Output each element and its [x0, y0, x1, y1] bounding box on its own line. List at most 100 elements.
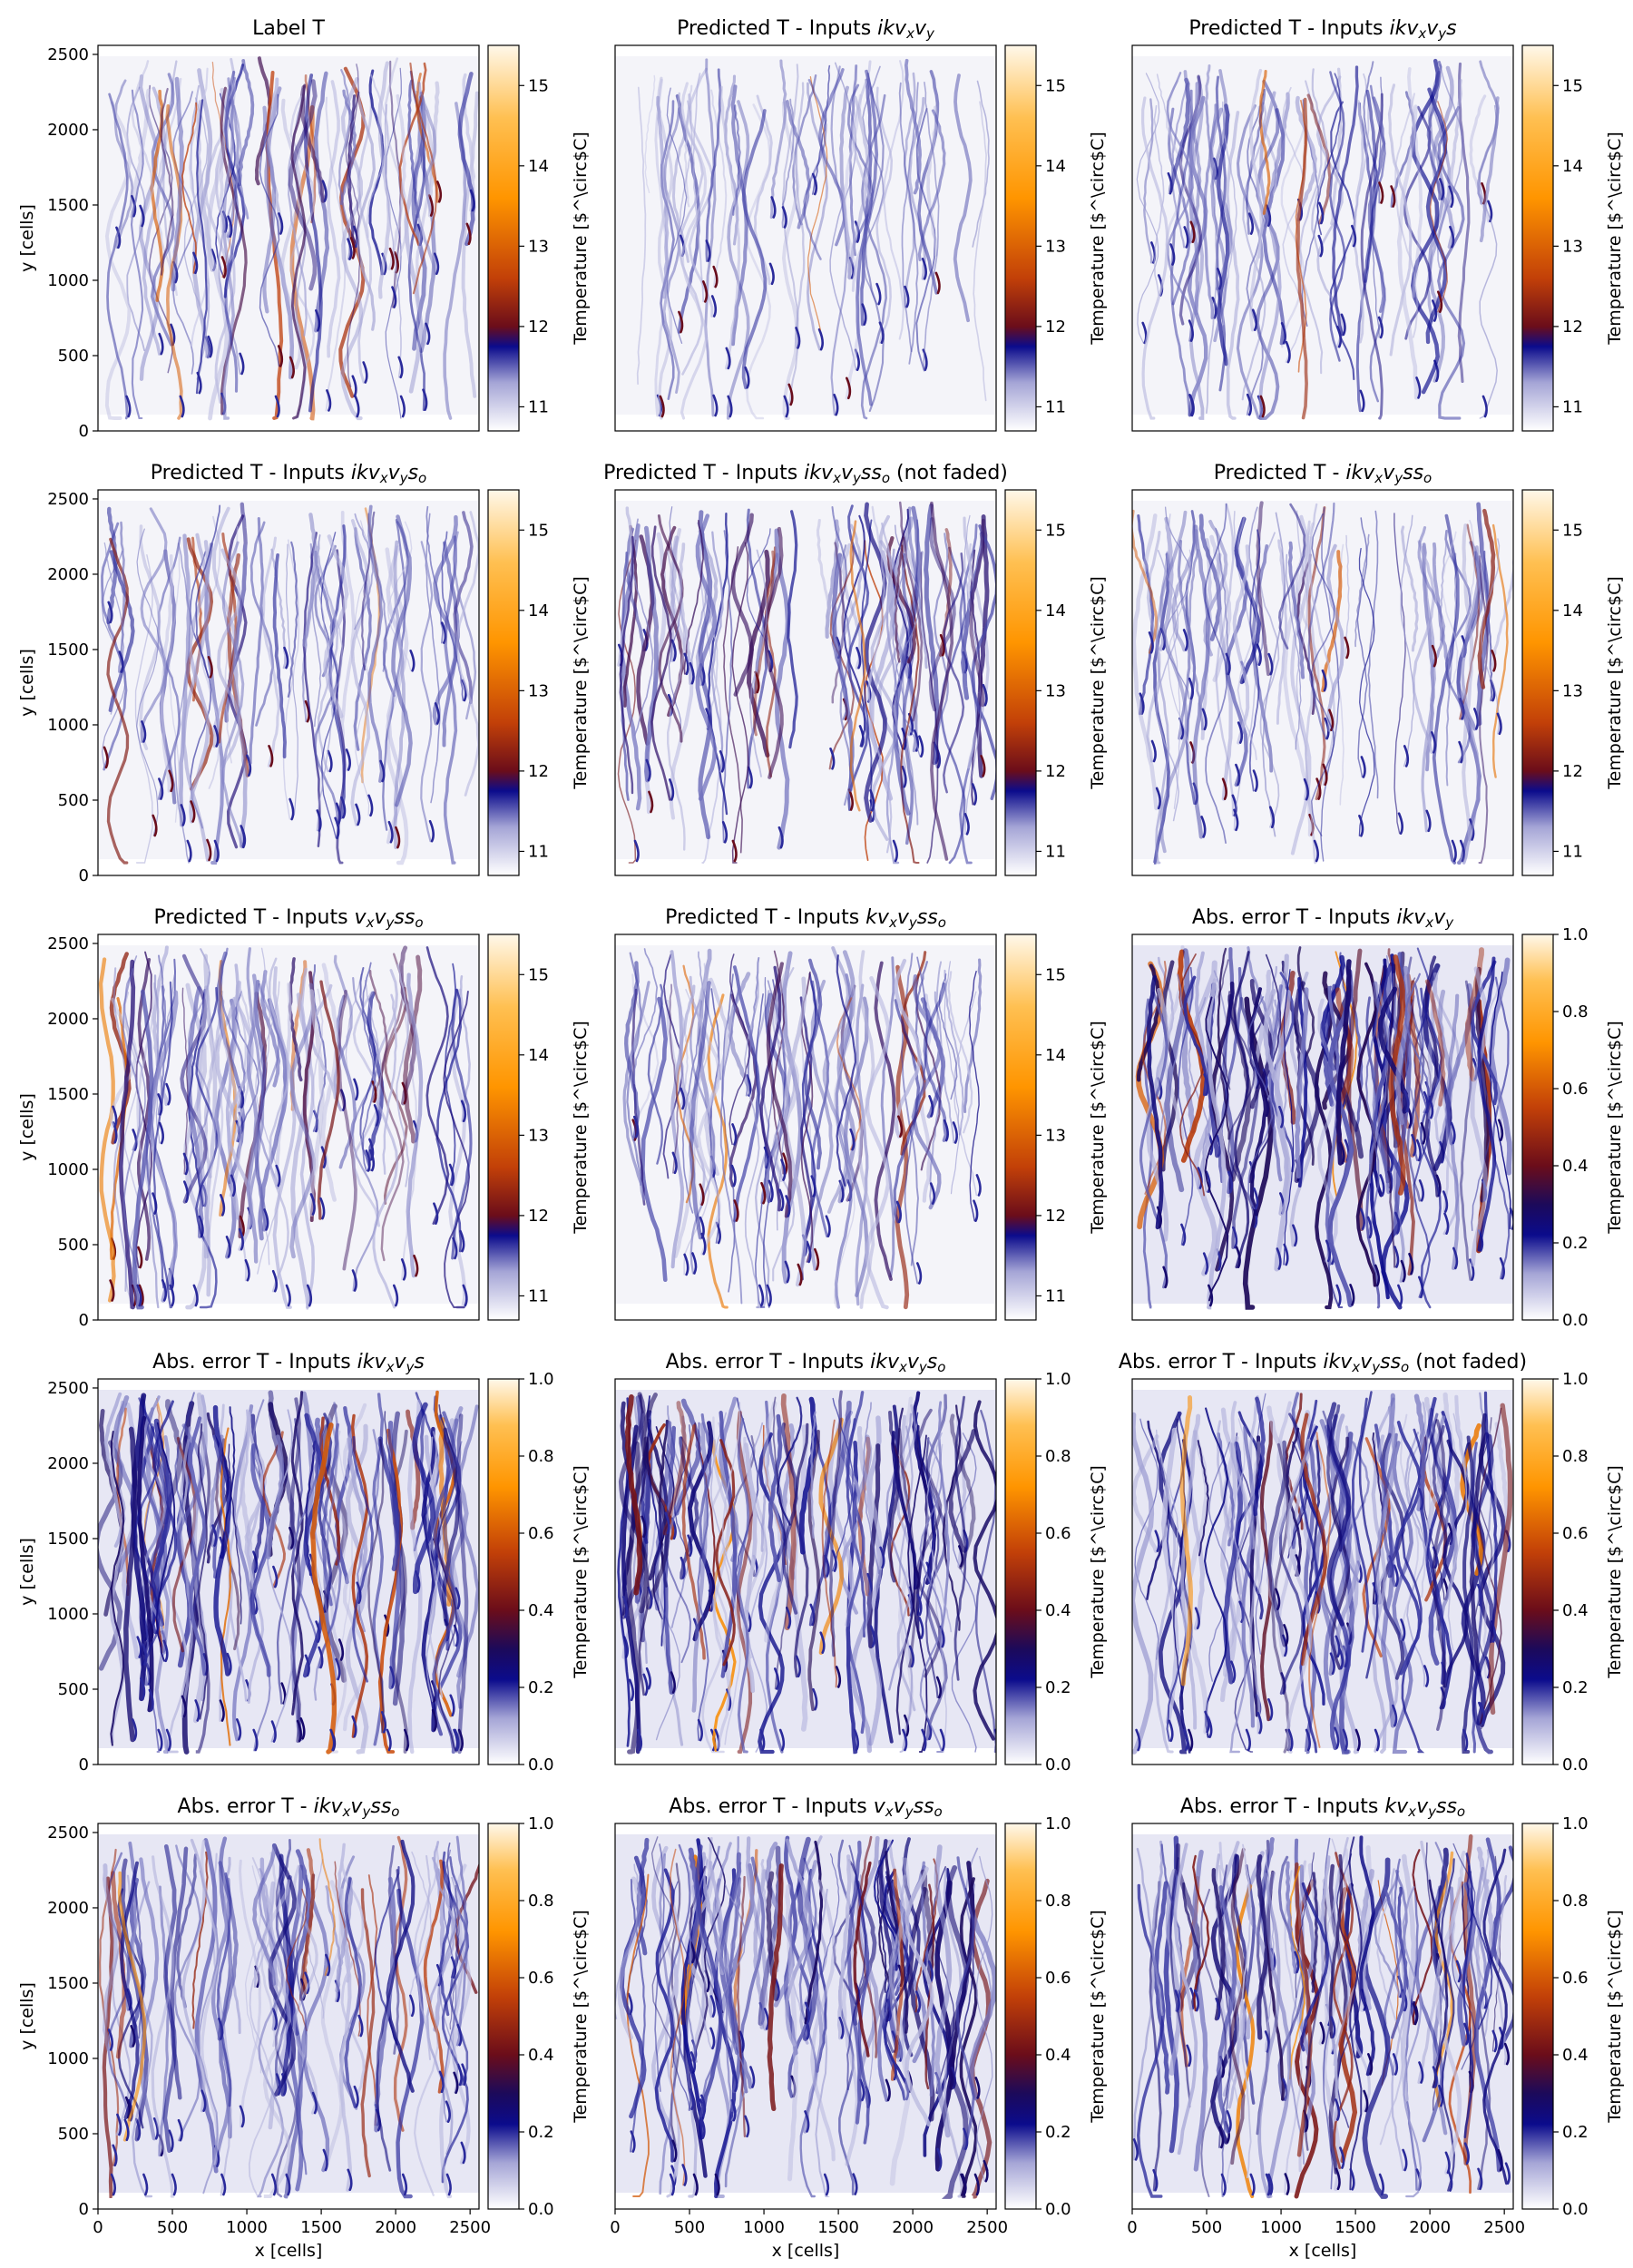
panel-15: Abs. error T - Inputs kvxvysso 0 500 1000 15… — [1127, 1795, 1625, 2261]
x-tick-label: 500 — [1191, 2218, 1222, 2237]
y-tick-label: 1000 — [47, 1605, 89, 1624]
y-tick-label: 2500 — [47, 45, 89, 64]
colorbar-tick-label: 0.2 — [1562, 2123, 1589, 2142]
plot-frame — [614, 1823, 997, 2210]
y-tick-label: 2000 — [47, 1454, 89, 1473]
colorbar-tick-label: 0.8 — [1562, 1892, 1589, 1911]
colorbar-tick-label: 12 — [1045, 762, 1066, 781]
colorbar-label: Temperature [$^\circ$C] — [571, 576, 591, 790]
colorbar-tick-label: 14 — [528, 1046, 549, 1065]
colorbar-tick-label: 13 — [528, 681, 549, 700]
y-tick-label: 2000 — [47, 1899, 89, 1918]
colorbar-tick-label: 0.2 — [1045, 1678, 1071, 1697]
y-axis-label: y [cells] — [17, 1093, 37, 1161]
colorbar-tick-label: 0.2 — [1562, 1678, 1589, 1697]
colorbar-label: Temperature [$^\circ$C] — [571, 1465, 591, 1679]
x-tick-label: 1000 — [1260, 2218, 1302, 2237]
panel-9: Abs. error T - Inputs ikvxvy 0.0 0.2 0.4 0.6… — [1131, 906, 1625, 1330]
plot-frame — [1131, 489, 1514, 876]
plot-frame — [1131, 934, 1514, 1321]
colorbar-tick-label: 1.0 — [1045, 1370, 1071, 1389]
y-tick-label: 500 — [58, 791, 89, 810]
panel-10: Abs. error T - Inputs ikvxvys 0 500 1000 150… — [17, 1351, 591, 1774]
panel-8: Predicted T - Inputs kvxvysso 11 12 13 14 15 T… — [614, 906, 1108, 1321]
panel-title: Predicted T - Inputs ikvxvysso (not fade… — [603, 462, 1008, 486]
x-tick-label: 500 — [157, 2218, 188, 2237]
colorbar-tick-label: 0.4 — [528, 1601, 554, 1620]
heatmap-field — [98, 1823, 479, 2209]
colorbar: 0.0 0.2 0.4 0.6 0.8 1.0 Temperature [$^\circ$C… — [1521, 1370, 1625, 1774]
colorbar-tick-label: 0.8 — [1045, 1447, 1071, 1466]
plot-frame — [97, 489, 480, 876]
panel-title: Abs. error T - Inputs ikvxvy — [1192, 906, 1454, 931]
colorbar-tick-label: 1.0 — [528, 1370, 554, 1389]
y-tick-label: 0 — [79, 422, 89, 441]
plot-frame — [1131, 1378, 1514, 1765]
colorbar-label: Temperature [$^\circ$C] — [571, 1910, 591, 2124]
colorbar-tick-label: 11 — [1045, 1286, 1066, 1305]
heatmap-field — [615, 1379, 996, 1765]
x-tick-label: 2000 — [375, 2218, 416, 2237]
colorbar: 0.0 0.2 0.4 0.6 0.8 1.0 Temperature [$^\circ$C… — [487, 1814, 591, 2219]
heatmap-field — [615, 45, 996, 431]
plot-frame — [97, 44, 480, 432]
colorbar-tick-label: 0.6 — [1562, 1524, 1589, 1543]
colorbar-tick-label: 11 — [528, 842, 549, 861]
colorbar: 0.0 0.2 0.4 0.6 0.8 1.0 Temperature [$^\circ$C… — [1521, 925, 1625, 1330]
colorbar-tick-label: 0.8 — [1562, 1002, 1589, 1022]
x-tick-label: 0 — [1127, 2218, 1137, 2237]
panel-title: Predicted T - Inputs ikvxvyso — [151, 462, 426, 486]
plot-frame — [1131, 1823, 1514, 2210]
x-tick-label: 1000 — [226, 2218, 268, 2237]
heatmap-field — [98, 1379, 479, 1765]
colorbar-tick-label: 14 — [528, 157, 549, 176]
colorbar-tick-label: 14 — [1045, 1046, 1066, 1065]
y-tick-label: 0 — [79, 1755, 89, 1774]
colorbar-tick-label: 0.2 — [528, 2123, 554, 2142]
colorbar-tick-label: 0.4 — [1562, 1601, 1589, 1620]
panel-title: Abs. error T - Inputs ikvxvysso (not fad… — [1119, 1351, 1527, 1375]
colorbar-label: Temperature [$^\circ$C] — [1605, 1910, 1625, 2124]
colorbar-tick-label: 11 — [528, 1286, 549, 1305]
colorbar-tick-label: 0.8 — [528, 1447, 554, 1466]
panel-11: Abs. error T - Inputs ikvxvyso0.00.20.40… — [614, 1351, 1108, 1774]
plot-frame — [97, 1378, 480, 1765]
colorbar-tick-label: 11 — [528, 397, 549, 416]
panel-title: Predicted T - Inputs ikvxvy — [677, 17, 935, 42]
heatmap-field — [1132, 1379, 1513, 1765]
colorbar-tick-label: 12 — [528, 762, 549, 781]
plot-frame — [614, 44, 997, 432]
y-tick-label: 500 — [58, 347, 89, 366]
colorbar-tick-label: 0.6 — [528, 1969, 554, 1988]
x-tick-label: 1500 — [1335, 2218, 1376, 2237]
x-axis-label: x [cells] — [255, 2241, 323, 2261]
heatmap-field — [1132, 1823, 1513, 2209]
heatmap-field — [1132, 490, 1513, 875]
colorbar-tick-label: 0.6 — [1045, 1969, 1071, 1988]
colorbar-tick-label: 0.8 — [528, 1892, 554, 1911]
colorbar-label: Temperature [$^\circ$C] — [1605, 576, 1625, 790]
panel-title: Label T — [252, 17, 325, 40]
colorbar-tick-label: 1.0 — [1562, 1814, 1589, 1833]
colorbar-label: Temperature [$^\circ$C] — [1088, 1021, 1108, 1235]
colorbar-tick-label: 0.0 — [1562, 2200, 1589, 2219]
panel-4: Predicted T - Inputs ikvxvyso 0 500 1000 150… — [17, 462, 591, 885]
panel-1: Label T 0 500 1000 1500 2000 2500 y [cells] 11 12… — [17, 17, 591, 441]
colorbar-tick-label: 13 — [528, 237, 549, 256]
y-axis-label: y [cells] — [17, 204, 37, 272]
colorbar-label: Temperature [$^\circ$C] — [1088, 1910, 1108, 2124]
colorbar-tick-label: 15 — [1562, 521, 1583, 540]
plot-frame — [97, 934, 480, 1321]
colorbar: 11 12 13 14 15 Temperature [$^\circ$C] — [487, 44, 591, 432]
y-tick-label: 1000 — [47, 1160, 89, 1179]
panel-title: Abs. error T - Inputs ikvxvys — [152, 1351, 425, 1375]
colorbar-tick-label: 0.6 — [1045, 1524, 1071, 1543]
colorbar-tick-label: 12 — [1045, 1207, 1066, 1226]
colorbar-tick-label: 0.6 — [1562, 1969, 1589, 1988]
x-tick-label: 2000 — [1409, 2218, 1451, 2237]
y-tick-label: 1500 — [47, 1530, 89, 1549]
colorbar-label: Temperature [$^\circ$C] — [1605, 1465, 1625, 1679]
panel-title: Predicted T - ikvxvysso — [1214, 462, 1432, 486]
colorbar-tick-label: 0.8 — [1045, 1892, 1071, 1911]
colorbar-tick-label: 0.2 — [528, 1678, 554, 1697]
